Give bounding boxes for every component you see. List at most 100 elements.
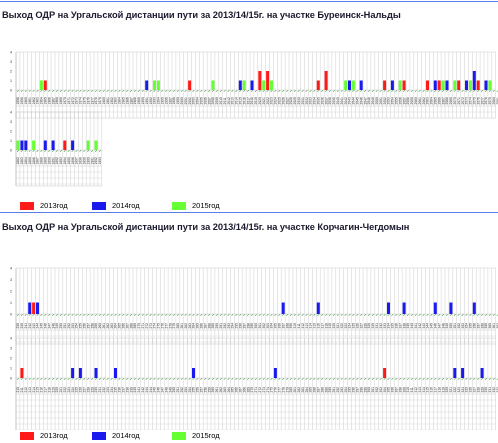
baseline-marker [204, 90, 207, 92]
legend-bureinsk: 2013год 2014год 2015год [0, 201, 498, 213]
km-tick-label: 313 [305, 323, 309, 329]
km-tick-label: 291 [219, 323, 223, 329]
km-tick-label: 356 [472, 323, 476, 329]
km-tick-label: 308 [285, 323, 289, 329]
km-tick-label: 2040 [336, 97, 340, 105]
km-tick-label: 219 [51, 387, 55, 393]
baseline-marker [24, 150, 27, 152]
baseline-marker [192, 314, 195, 316]
km-tick-label: 290 [328, 387, 332, 393]
km-tick-label: 1975 [82, 97, 86, 105]
baseline-marker [75, 150, 78, 152]
baseline-marker [98, 150, 101, 152]
km-tick-label: 321 [449, 387, 453, 393]
baseline-marker [375, 314, 378, 316]
baseline-marker [40, 90, 43, 92]
baseline-marker [94, 90, 97, 92]
km-tick-label: 296 [238, 323, 242, 329]
km-tick-label: 322 [453, 387, 457, 393]
baseline-marker [188, 378, 191, 380]
km-tick-label: 2006 [203, 97, 207, 105]
km-tick-label: 1967 [51, 97, 55, 105]
km-tick-label: 324 [461, 387, 465, 393]
km-tick-label: 276 [274, 387, 278, 393]
baseline-marker [75, 378, 78, 380]
baseline-marker [102, 90, 105, 92]
km-tick-label: 306 [391, 387, 395, 393]
bar-km243-2013 [32, 302, 36, 314]
km-tick-label: 332 [379, 323, 383, 329]
km-tick-label: 263 [110, 323, 114, 329]
bar-km1891-2014 [51, 140, 55, 150]
km-tick-label: 1998 [172, 97, 176, 105]
km-tick-label: 314 [309, 323, 313, 329]
baseline-marker [301, 314, 304, 316]
km-tick-label: 239 [129, 387, 133, 393]
bar-km2066-2013 [437, 80, 441, 90]
km-tick-label: 325 [465, 387, 469, 393]
baseline-marker [348, 314, 351, 316]
baseline-marker [172, 378, 175, 380]
baseline-marker [141, 90, 144, 92]
baseline-marker [36, 378, 39, 380]
baseline-marker [122, 90, 125, 92]
km-tick-label: 2001 [184, 97, 188, 105]
baseline-marker [492, 90, 495, 92]
km-tick-label: 1985 [121, 97, 125, 105]
km-tick-label: 227 [82, 387, 86, 393]
baseline-marker [406, 378, 409, 380]
bar-km307-2014 [281, 302, 285, 314]
baseline-marker [200, 90, 203, 92]
bar-km2046-2014 [359, 80, 363, 90]
baseline-marker [449, 314, 452, 316]
km-tick-label: 268 [129, 323, 133, 329]
km-tick-label: 2063 [426, 97, 430, 105]
y-tick-label: 4 [10, 267, 12, 271]
baseline-marker [293, 314, 296, 316]
bar-km1965-2013 [43, 80, 47, 90]
km-tick-label: 272 [258, 387, 262, 393]
baseline-marker [40, 314, 43, 316]
km-tick-label: 1977 [90, 97, 94, 105]
y-tick-label: 1 [10, 139, 12, 143]
km-tick-label: 269 [133, 323, 137, 329]
baseline-marker [40, 150, 43, 152]
baseline-marker [391, 90, 394, 92]
baseline-marker [352, 314, 355, 316]
km-tick-label: 326 [355, 323, 359, 329]
baseline-marker [434, 90, 437, 92]
baseline-marker [165, 314, 168, 316]
bar-km1884-2014 [24, 140, 28, 150]
km-tick-label: 303 [266, 323, 270, 329]
baseline-marker [430, 314, 433, 316]
km-tick-label: 1978 [94, 97, 98, 105]
km-tick-label: 285 [196, 323, 200, 329]
km-tick-label: 246 [43, 323, 47, 329]
km-tick-label: 306 [277, 323, 281, 329]
km-tick-label: 319 [441, 387, 445, 393]
baseline-marker [48, 90, 51, 92]
km-tick-label: 248 [164, 387, 168, 393]
baseline-marker [442, 90, 445, 92]
baseline-marker [422, 90, 425, 92]
baseline-marker [247, 90, 250, 92]
baseline-marker [149, 90, 152, 92]
baseline-marker [434, 314, 437, 316]
km-tick-label: 238 [125, 387, 129, 393]
bar-km2063-2013 [426, 80, 429, 90]
baseline-marker [44, 150, 47, 152]
km-tick-label: 331 [488, 387, 492, 393]
baseline-marker [91, 150, 94, 152]
baseline-marker [204, 378, 207, 380]
baseline-marker [247, 378, 250, 380]
baseline-marker [44, 378, 47, 380]
baseline-marker [332, 378, 335, 380]
baseline-marker [223, 314, 226, 316]
bar-km304-2013 [383, 368, 387, 378]
bar-km2070-2015 [453, 80, 457, 90]
km-tick-label: 271 [141, 323, 145, 329]
top-divider [0, 1, 498, 2]
km-tick-label: 261 [102, 323, 106, 329]
km-tick-label: 333 [383, 323, 387, 329]
km-tick-label: 2037 [324, 97, 328, 105]
